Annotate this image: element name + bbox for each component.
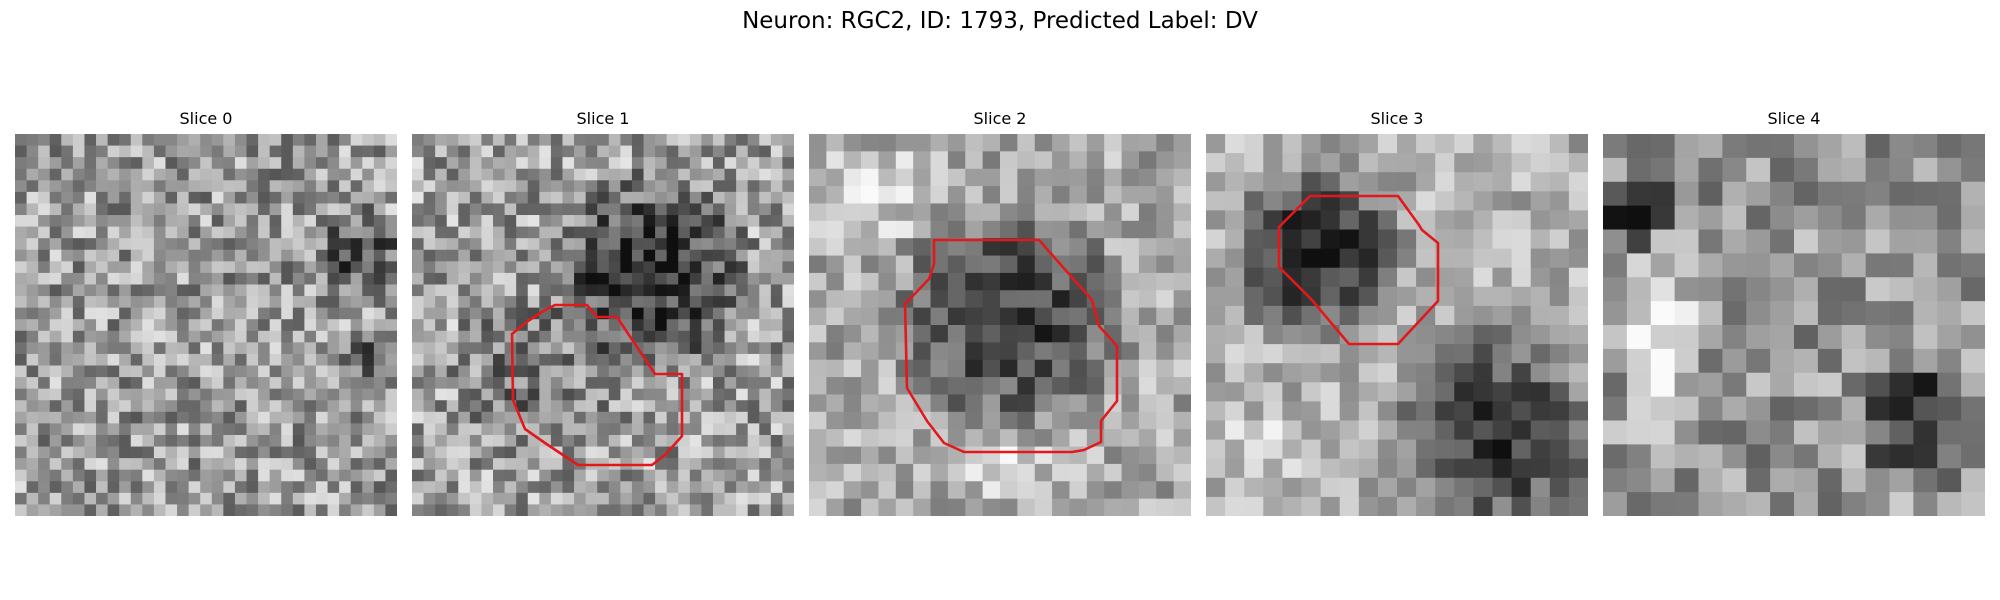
slice-0-canvas xyxy=(15,134,397,516)
slice-1-image xyxy=(412,134,794,516)
slice-0-title: Slice 0 xyxy=(179,109,233,128)
slice-1-canvas xyxy=(412,134,794,516)
slice-2-title: Slice 2 xyxy=(973,109,1027,128)
slice-2-canvas xyxy=(809,134,1191,516)
slice-0-image xyxy=(15,134,397,516)
segmentation-outline-slice-3 xyxy=(1277,194,1440,346)
slice-4-image xyxy=(1603,134,1985,516)
slice-3-image xyxy=(1206,134,1588,516)
slice-4-canvas xyxy=(1603,134,1985,516)
segmentation-outline-slice-2 xyxy=(903,238,1119,454)
figure-title: Neuron: RGC2, ID: 1793, Predicted Label:… xyxy=(742,8,1258,34)
slice-4-title: Slice 4 xyxy=(1767,109,1821,128)
segmentation-outline-slice-1 xyxy=(510,303,684,467)
slice-3-canvas xyxy=(1206,134,1588,516)
slice-1-title: Slice 1 xyxy=(576,109,630,128)
slice-2-image xyxy=(809,134,1191,516)
slice-3-title: Slice 3 xyxy=(1370,109,1424,128)
